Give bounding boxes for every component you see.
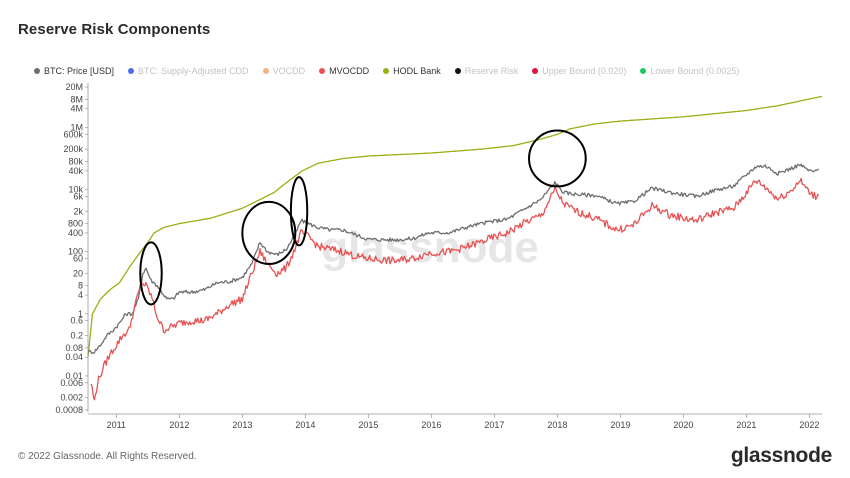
y-tick-label: 200k bbox=[63, 144, 83, 154]
y-tick-label: 8 bbox=[78, 281, 83, 291]
highlight-ellipse bbox=[139, 241, 163, 306]
x-tick-label: 2015 bbox=[358, 420, 378, 430]
x-tick-label: 2011 bbox=[107, 420, 126, 430]
legend-item-5[interactable]: Reserve Risk bbox=[454, 66, 519, 76]
brand-logo: glassnode bbox=[730, 444, 832, 467]
legend-label: MVOCDD bbox=[329, 66, 370, 76]
legend-dot-icon bbox=[128, 68, 135, 74]
y-tick-label: 0.08 bbox=[65, 343, 83, 353]
legend-dot-icon bbox=[319, 68, 326, 74]
legend-label: BTC: Supply-Adjusted CDD bbox=[138, 66, 249, 76]
legend-label: Reserve Risk bbox=[464, 66, 519, 76]
y-tick-label: 60 bbox=[73, 254, 83, 264]
watermark: glassnode bbox=[321, 223, 539, 272]
y-tick-label: 2k bbox=[73, 206, 83, 216]
chart-title: Reserve Risk Components bbox=[18, 21, 211, 38]
y-tick-label: 0.6 bbox=[70, 316, 83, 326]
series-line-hodl-bank[interactable] bbox=[87, 95, 823, 358]
legend-label: Lower Bound (0.0025) bbox=[650, 66, 740, 76]
legend-dot-icon bbox=[454, 68, 461, 74]
x-axis: 2011 2012 2013 2014 2015 2016 2017 2018 2019 2020… bbox=[88, 413, 822, 430]
legend-item-4[interactable]: HODL Bank bbox=[383, 66, 441, 76]
y-tick-label: 400 bbox=[68, 228, 83, 238]
x-tick-label: 2017 bbox=[484, 420, 504, 430]
legend-item-7[interactable]: Lower Bound (0.0025) bbox=[640, 66, 739, 76]
legend-item-1[interactable]: BTC: Supply-Adjusted CDD bbox=[128, 66, 249, 76]
x-tick-label: 2018 bbox=[547, 420, 567, 430]
highlight-ellipse bbox=[528, 129, 587, 188]
x-tick-label: 2022 bbox=[799, 420, 819, 430]
x-tick-label: 2021 bbox=[736, 420, 756, 430]
y-tick-label: 80k bbox=[68, 156, 83, 166]
x-tick-label: 2020 bbox=[673, 420, 693, 430]
legend-item-2[interactable]: VOCDD bbox=[262, 66, 306, 76]
legend-label: HODL Bank bbox=[393, 66, 441, 76]
y-tick-label: 6k bbox=[73, 191, 83, 201]
copyright-text: © 2022 Glassnode. All Rights Reserved. bbox=[18, 451, 197, 462]
x-tick-label: 2014 bbox=[295, 420, 315, 430]
y-tick-label: 0.006 bbox=[60, 378, 83, 388]
y-tick-label: 8M bbox=[70, 94, 83, 104]
x-tick-label: 2016 bbox=[421, 420, 441, 430]
y-tick-label: 1 bbox=[78, 309, 83, 319]
legend-item-6[interactable]: Upper Bound (0.020) bbox=[532, 66, 626, 76]
legend-item-3[interactable]: MVOCDD bbox=[319, 66, 369, 76]
y-tick-label: 0.002 bbox=[60, 393, 83, 403]
highlight-ellipse bbox=[241, 200, 297, 266]
y-tick-label: 10k bbox=[68, 185, 83, 195]
y-tick-label: 800 bbox=[68, 219, 83, 229]
legend-dot-icon bbox=[34, 68, 40, 74]
chart-legend: BTC: Price [USD] BTC: Supply-Adjusted CDD… bbox=[34, 64, 753, 78]
legend-label: BTC: Price [USD] bbox=[44, 66, 115, 76]
y-tick-label: 0.01 bbox=[65, 371, 83, 381]
series-layer bbox=[87, 95, 823, 401]
legend-dot-icon bbox=[640, 68, 647, 74]
y-tick-label: 4 bbox=[78, 290, 83, 300]
y-tick-label: 1M bbox=[70, 122, 83, 132]
y-tick-label: 0.0008 bbox=[55, 405, 83, 415]
y-tick-label: 600k bbox=[63, 129, 83, 139]
series-line-mvocdd[interactable] bbox=[90, 177, 820, 401]
legend-label: VOCDD bbox=[272, 66, 306, 76]
x-tick-label: 2013 bbox=[232, 420, 252, 430]
legend-dot-icon bbox=[383, 68, 390, 74]
y-tick-label: 0.04 bbox=[65, 352, 83, 362]
x-tick-label: 2012 bbox=[169, 420, 189, 430]
y-tick-label: 4M bbox=[70, 104, 83, 114]
highlight-ellipse bbox=[289, 176, 309, 247]
series-line-btc-price-usd-[interactable] bbox=[87, 163, 819, 355]
y-tick-label: 40k bbox=[68, 166, 83, 176]
legend-dot-icon bbox=[262, 68, 269, 74]
y-tick-label: 20 bbox=[73, 268, 83, 278]
legend-label: Upper Bound (0.020) bbox=[542, 66, 627, 76]
legend-dot-icon bbox=[532, 68, 539, 74]
legend-item-0[interactable]: BTC: Price [USD] bbox=[34, 66, 114, 76]
annotation-layer bbox=[139, 129, 587, 306]
y-tick-label: 100 bbox=[68, 247, 83, 257]
x-tick-label: 2019 bbox=[610, 420, 630, 430]
y-tick-label: 0.2 bbox=[70, 331, 83, 341]
y-tick-label: 20M bbox=[65, 82, 83, 92]
